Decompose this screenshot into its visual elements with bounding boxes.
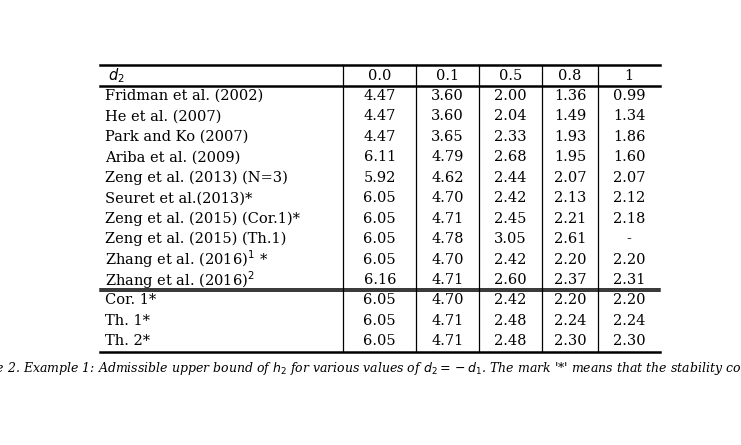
- Text: 2.20: 2.20: [613, 253, 645, 267]
- Text: -: -: [627, 232, 631, 246]
- Text: 2.20: 2.20: [613, 293, 645, 307]
- Text: Zhang et al. (2016)$^1$ *: Zhang et al. (2016)$^1$ *: [105, 249, 268, 271]
- Text: 0.5: 0.5: [499, 69, 522, 83]
- Text: 4.47: 4.47: [364, 89, 396, 103]
- Text: 3.60: 3.60: [431, 89, 464, 103]
- Text: 6.16: 6.16: [364, 273, 396, 287]
- Text: 2.30: 2.30: [613, 334, 645, 348]
- Text: 4.70: 4.70: [431, 191, 464, 205]
- Text: Ariba et al. (2009): Ariba et al. (2009): [105, 150, 241, 164]
- Text: 6.05: 6.05: [363, 314, 396, 328]
- Text: 2.30: 2.30: [554, 334, 586, 348]
- Text: 0.99: 0.99: [613, 89, 645, 103]
- Text: 3.05: 3.05: [494, 232, 527, 246]
- Text: 3.60: 3.60: [431, 109, 464, 123]
- Text: 1.34: 1.34: [613, 109, 645, 123]
- Text: 2.07: 2.07: [613, 171, 645, 185]
- Text: 6.05: 6.05: [363, 191, 396, 205]
- Text: 4.70: 4.70: [431, 293, 464, 307]
- Text: Park and Ko (2007): Park and Ko (2007): [105, 130, 249, 144]
- Text: Cor. 1*: Cor. 1*: [105, 293, 156, 307]
- Text: 2.00: 2.00: [494, 89, 527, 103]
- Text: 2.42: 2.42: [494, 293, 527, 307]
- Text: He et al. (2007): He et al. (2007): [105, 109, 222, 123]
- Text: 6.05: 6.05: [363, 253, 396, 267]
- Text: 2.24: 2.24: [554, 314, 586, 328]
- Text: 2.20: 2.20: [554, 293, 586, 307]
- Text: 4.62: 4.62: [431, 171, 464, 185]
- Text: 1.49: 1.49: [554, 109, 586, 123]
- Text: 2.31: 2.31: [613, 273, 645, 287]
- Text: 2.60: 2.60: [494, 273, 527, 287]
- Text: Zeng et al. (2015) (Cor.1)*: Zeng et al. (2015) (Cor.1)*: [105, 211, 300, 226]
- Text: Table 2. Example 1: Admissible upper bound of $h_2$ for various values of $d_2 =: Table 2. Example 1: Admissible upper bou…: [0, 360, 741, 377]
- Text: 0.0: 0.0: [368, 69, 391, 83]
- Text: Zeng et al. (2015) (Th.1): Zeng et al. (2015) (Th.1): [105, 232, 287, 246]
- Text: 2.44: 2.44: [494, 171, 527, 185]
- Text: 2.42: 2.42: [494, 253, 527, 267]
- Text: Th. 2*: Th. 2*: [105, 334, 150, 348]
- Text: 1.86: 1.86: [613, 130, 645, 144]
- Text: 2.37: 2.37: [554, 273, 586, 287]
- Text: 4.79: 4.79: [431, 150, 464, 164]
- Text: Zhang et al. (2016)$^2$: Zhang et al. (2016)$^2$: [105, 269, 255, 291]
- Text: Zeng et al. (2013) (N=3): Zeng et al. (2013) (N=3): [105, 170, 288, 185]
- Text: Th. 1*: Th. 1*: [105, 314, 150, 328]
- Text: 2.45: 2.45: [494, 212, 527, 226]
- Text: 0.8: 0.8: [559, 69, 582, 83]
- Text: 2.07: 2.07: [554, 171, 586, 185]
- Text: 4.71: 4.71: [431, 314, 464, 328]
- Text: 4.70: 4.70: [431, 253, 464, 267]
- Text: 2.18: 2.18: [613, 212, 645, 226]
- Text: 2.13: 2.13: [554, 191, 586, 205]
- Text: 1.36: 1.36: [554, 89, 586, 103]
- Text: Seuret et al.(2013)*: Seuret et al.(2013)*: [105, 191, 253, 205]
- Text: 1.60: 1.60: [613, 150, 645, 164]
- Text: 4.47: 4.47: [364, 109, 396, 123]
- Text: 5.92: 5.92: [364, 171, 396, 185]
- Text: 6.11: 6.11: [364, 150, 396, 164]
- Text: 1: 1: [625, 69, 634, 83]
- Text: $d_2$: $d_2$: [108, 66, 124, 85]
- Text: 2.04: 2.04: [494, 109, 527, 123]
- Text: Fridman et al. (2002): Fridman et al. (2002): [105, 89, 264, 103]
- Text: 2.21: 2.21: [554, 212, 586, 226]
- Text: 2.12: 2.12: [613, 191, 645, 205]
- Text: 4.71: 4.71: [431, 212, 464, 226]
- Text: 6.05: 6.05: [363, 293, 396, 307]
- Text: 2.24: 2.24: [613, 314, 645, 328]
- Text: 2.48: 2.48: [494, 334, 527, 348]
- Text: 4.78: 4.78: [431, 232, 464, 246]
- Text: 4.71: 4.71: [431, 273, 464, 287]
- Text: 2.48: 2.48: [494, 314, 527, 328]
- Text: 0.1: 0.1: [436, 69, 459, 83]
- Text: 2.61: 2.61: [554, 232, 586, 246]
- Text: 3.65: 3.65: [431, 130, 464, 144]
- Text: 1.95: 1.95: [554, 150, 586, 164]
- Text: 6.05: 6.05: [363, 212, 396, 226]
- Text: 6.05: 6.05: [363, 232, 396, 246]
- Text: 2.68: 2.68: [494, 150, 527, 164]
- Text: 2.20: 2.20: [554, 253, 586, 267]
- Text: 1.93: 1.93: [554, 130, 586, 144]
- Text: 6.05: 6.05: [363, 334, 396, 348]
- Text: 2.42: 2.42: [494, 191, 527, 205]
- Text: 4.47: 4.47: [364, 130, 396, 144]
- Text: 4.71: 4.71: [431, 334, 464, 348]
- Text: 2.33: 2.33: [494, 130, 527, 144]
